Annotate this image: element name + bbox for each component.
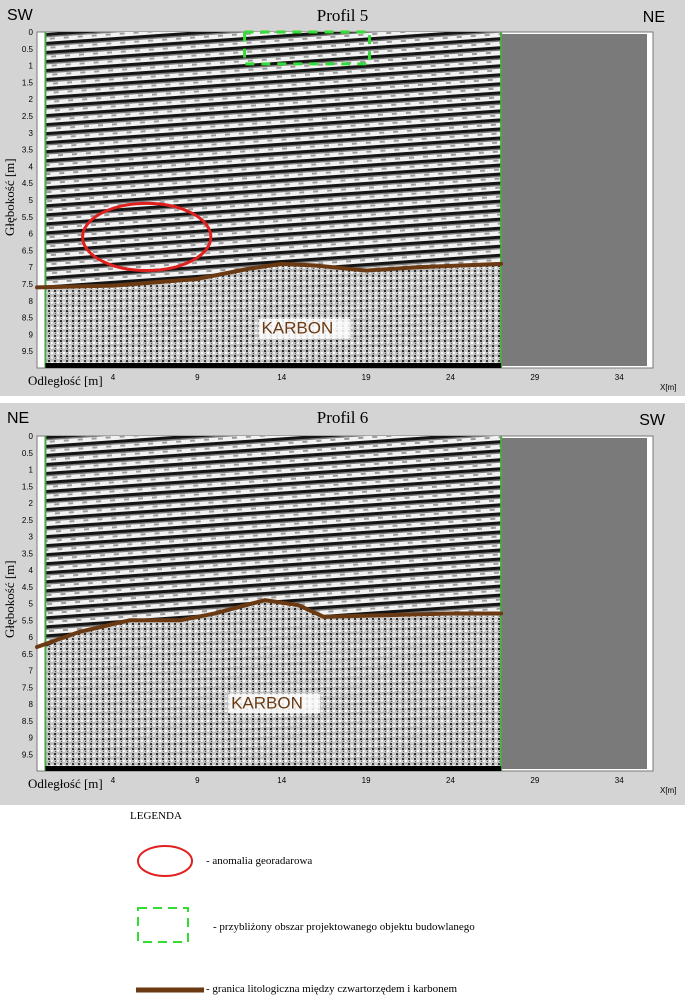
- y-tick-label: 9.5: [22, 750, 34, 759]
- y-tick-label: 2.5: [22, 112, 34, 121]
- y-tick-label: 3.5: [22, 549, 34, 558]
- bottom-bar: [45, 766, 502, 771]
- y-tick-label: 3: [29, 129, 34, 138]
- x-tick-label: 24: [446, 776, 455, 785]
- profile-6-plot: 0 0.5 1 1.5 2 2.5 3 3.5 4 4.5 5 5.5 6 6.5 7 7.5 8 8.5 9 9.5…: [22, 432, 654, 785]
- y-tick-label: 8: [29, 297, 34, 306]
- y-tick-label: 4.5: [22, 179, 34, 188]
- legend-title: LEGENDA: [130, 810, 182, 822]
- x-tick-label: 34: [615, 776, 624, 785]
- y-tick-label: 5.5: [22, 213, 34, 222]
- x-tick-label: 29: [530, 776, 539, 785]
- x-tick-label: 9: [195, 373, 200, 382]
- lithological-boundary-line: [35, 598, 504, 650]
- y-tick-label: 9: [29, 734, 34, 743]
- x-tick-label: 19: [362, 373, 371, 382]
- y-tick-label: 1: [29, 62, 34, 71]
- profile-5-plot: 0 0.5 1 1.5 2 2.5 3 3.5 4 4.5 5 5.5 6 6.5 7 7.5 8 8.5 9 9.5…: [22, 28, 654, 382]
- y-tick-label: 8: [29, 700, 34, 709]
- karbon-zone: [45, 600, 502, 771]
- y-tick-label: 5.5: [22, 616, 34, 625]
- left-direction-label: NE: [7, 410, 30, 427]
- y-tick-label: 4: [29, 566, 34, 575]
- right-direction-label: NE: [642, 9, 665, 26]
- y-tick-label: 4: [29, 162, 34, 171]
- legend-item-building-area: - przybliżony obszar projektowanego obje…: [213, 921, 475, 933]
- no-data-region: [501, 438, 647, 769]
- chart-title: Profil 6: [316, 408, 369, 427]
- y-tick-label: 7: [29, 667, 34, 676]
- y-tick-label: 1.5: [22, 482, 34, 491]
- y-tick-label: 0: [29, 28, 34, 37]
- right-direction-label: SW: [639, 412, 665, 429]
- legend-item-anomaly: - anomalia georadarowa: [206, 855, 313, 867]
- x-tick-label: 14: [277, 373, 286, 382]
- y-tick-label: 2: [29, 499, 34, 508]
- profile-5-panel: SW NE Profil 5 Głębokość [m] Odległość […: [0, 0, 685, 396]
- y-tick-label: 7.5: [22, 683, 34, 692]
- profile-6-panel: NE SW Profil 6 Głębokość [m] Odległość […: [0, 403, 685, 805]
- y-tick-label: 3.5: [22, 146, 34, 155]
- y-tick-label: 9: [29, 330, 34, 339]
- y-tick-label: 8.5: [22, 314, 34, 323]
- x-tick-label: 9: [195, 776, 200, 785]
- x-unit-label: X[m]: [660, 383, 677, 392]
- y-tick-label: 5: [29, 196, 34, 205]
- legend-item-boundary: - granica litologiczna między czwartorzę…: [206, 983, 458, 995]
- no-data-region: [501, 34, 647, 366]
- x-tick-label: 34: [615, 373, 624, 382]
- green-dashed-rect-icon: [137, 907, 189, 943]
- bottom-bar: [45, 363, 502, 368]
- y-tick-label: 0.5: [22, 449, 34, 458]
- karbon-label-bg: [258, 318, 351, 339]
- chart-title: Profil 5: [316, 6, 369, 25]
- x-tick-label: 19: [362, 776, 371, 785]
- karbon-label-bg: [228, 693, 321, 714]
- karbon-zone: [45, 263, 502, 368]
- y-tick-label: 0.5: [22, 45, 34, 54]
- x-unit-label: X[m]: [660, 786, 677, 795]
- y-tick-label: 8.5: [22, 717, 34, 726]
- y-tick-label: 5: [29, 600, 34, 609]
- y-tick-label: 7.5: [22, 280, 34, 289]
- brown-line-icon: [136, 987, 204, 993]
- karbon-label: KARBON: [231, 693, 303, 712]
- x-axis-label: Odległość [m]: [28, 776, 103, 791]
- y-tick-label: 2: [29, 95, 34, 104]
- x-tick-label: 4: [111, 373, 116, 382]
- y-tick-label: 1.5: [22, 78, 34, 87]
- y-tick-label: 1: [29, 466, 34, 475]
- y-tick-label: 3: [29, 533, 34, 542]
- y-tick-label: 2.5: [22, 516, 34, 525]
- lithological-boundary-line: [35, 261, 504, 290]
- x-tick-label: 29: [530, 373, 539, 382]
- x-axis-label: Odległość [m]: [28, 373, 103, 388]
- y-tick-label: 6.5: [22, 650, 34, 659]
- left-direction-label: SW: [7, 7, 33, 24]
- x-tick-label: 24: [446, 373, 455, 382]
- anomaly-ellipse: [81, 201, 213, 273]
- red-ellipse-icon: [137, 845, 193, 877]
- y-tick-label: 0: [29, 432, 34, 441]
- x-tick-label: 14: [277, 776, 286, 785]
- karbon-label: KARBON: [261, 319, 333, 338]
- y-tick-label: 4.5: [22, 583, 34, 592]
- y-tick-label: 9.5: [22, 347, 34, 356]
- x-tick-label: 4: [111, 776, 116, 785]
- y-tick-label: 6: [29, 230, 34, 239]
- y-tick-label: 7: [29, 263, 34, 272]
- y-tick-label: 6: [29, 633, 34, 642]
- y-tick-label: 6.5: [22, 246, 34, 255]
